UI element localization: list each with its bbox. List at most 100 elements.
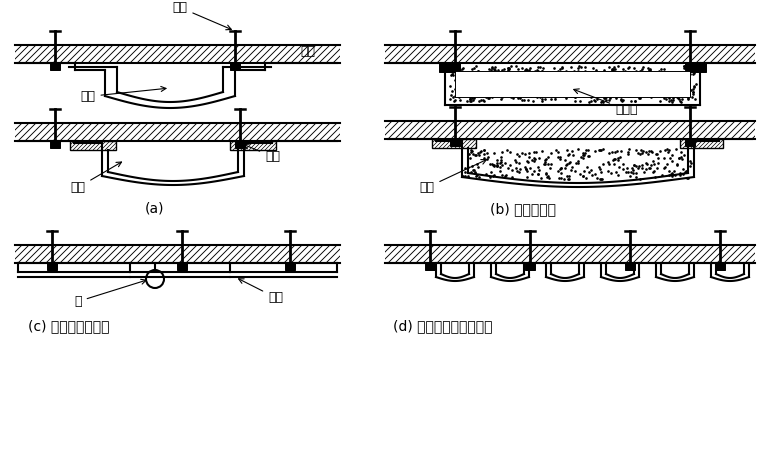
Point bbox=[612, 91, 624, 98]
Point bbox=[643, 82, 655, 90]
Point bbox=[622, 168, 634, 175]
Bar bbox=[690, 63, 706, 72]
Point bbox=[661, 145, 673, 153]
Point bbox=[498, 86, 510, 93]
Point bbox=[463, 87, 475, 94]
Point bbox=[511, 76, 524, 83]
Point bbox=[689, 83, 701, 90]
Point bbox=[600, 88, 613, 96]
Point bbox=[660, 84, 672, 91]
Point bbox=[619, 83, 632, 90]
Point bbox=[572, 159, 584, 167]
Point bbox=[651, 164, 663, 172]
Point bbox=[644, 77, 657, 85]
Point bbox=[581, 163, 593, 171]
Point bbox=[666, 79, 678, 86]
Point bbox=[596, 175, 608, 182]
Point bbox=[629, 69, 641, 76]
Point bbox=[630, 162, 642, 169]
Point bbox=[644, 161, 657, 169]
Point bbox=[457, 64, 469, 72]
Point bbox=[464, 79, 476, 86]
Point bbox=[480, 70, 492, 78]
Point bbox=[555, 175, 567, 182]
Point bbox=[686, 90, 698, 97]
Point bbox=[530, 87, 542, 94]
Point bbox=[641, 160, 653, 168]
Point bbox=[663, 90, 675, 97]
Point bbox=[500, 172, 512, 179]
Point bbox=[594, 175, 606, 182]
Point bbox=[541, 174, 553, 181]
Point bbox=[565, 71, 577, 78]
Point bbox=[502, 64, 515, 72]
Point bbox=[535, 88, 547, 96]
Point bbox=[521, 165, 533, 172]
Point bbox=[650, 150, 662, 158]
Point bbox=[609, 76, 621, 83]
Point bbox=[472, 149, 484, 156]
Point bbox=[616, 73, 629, 81]
Point bbox=[667, 98, 679, 106]
Point bbox=[678, 64, 690, 72]
Point bbox=[534, 175, 546, 182]
Point bbox=[605, 169, 617, 176]
Bar bbox=[286, 263, 294, 270]
Point bbox=[549, 77, 561, 85]
Point bbox=[686, 93, 698, 100]
Point bbox=[609, 65, 621, 73]
Point bbox=[593, 86, 605, 93]
Point bbox=[617, 160, 629, 168]
Point bbox=[560, 78, 572, 86]
Point bbox=[524, 92, 537, 100]
Point bbox=[667, 69, 679, 77]
Point bbox=[556, 83, 568, 91]
Point bbox=[452, 68, 464, 75]
Point bbox=[536, 67, 548, 75]
Bar bbox=[426, 263, 434, 270]
Bar bbox=[715, 263, 725, 270]
Point bbox=[629, 97, 641, 105]
Point bbox=[649, 78, 661, 85]
Point bbox=[458, 169, 470, 176]
Point bbox=[594, 175, 606, 182]
Point bbox=[639, 89, 651, 96]
Point bbox=[648, 169, 660, 176]
Point bbox=[512, 69, 524, 77]
Point bbox=[544, 88, 556, 95]
Point bbox=[666, 157, 678, 164]
Point bbox=[516, 150, 528, 157]
Point bbox=[482, 154, 494, 161]
Point bbox=[623, 63, 635, 70]
Point bbox=[616, 69, 629, 76]
Point bbox=[489, 162, 501, 169]
Point bbox=[603, 63, 616, 70]
Point bbox=[606, 92, 618, 100]
Point bbox=[668, 167, 680, 175]
Point bbox=[474, 88, 486, 95]
Point bbox=[510, 85, 522, 92]
Point bbox=[595, 146, 607, 153]
Point bbox=[471, 69, 483, 77]
Point bbox=[472, 76, 484, 83]
Point bbox=[469, 151, 481, 158]
Bar bbox=[525, 263, 535, 270]
Point bbox=[611, 147, 623, 155]
Point bbox=[600, 94, 612, 102]
Point bbox=[657, 79, 669, 87]
Point bbox=[463, 150, 475, 158]
Point bbox=[454, 89, 467, 97]
Point bbox=[660, 76, 672, 83]
Point bbox=[475, 77, 487, 84]
Point bbox=[521, 167, 533, 175]
Point bbox=[572, 73, 584, 80]
Point bbox=[496, 95, 508, 103]
Point bbox=[610, 94, 622, 102]
Point bbox=[527, 74, 539, 81]
Point bbox=[473, 151, 485, 158]
Point bbox=[524, 77, 536, 84]
Bar bbox=[680, 139, 723, 148]
Text: (a): (a) bbox=[145, 202, 165, 216]
Point bbox=[477, 96, 489, 103]
Point bbox=[577, 154, 589, 161]
